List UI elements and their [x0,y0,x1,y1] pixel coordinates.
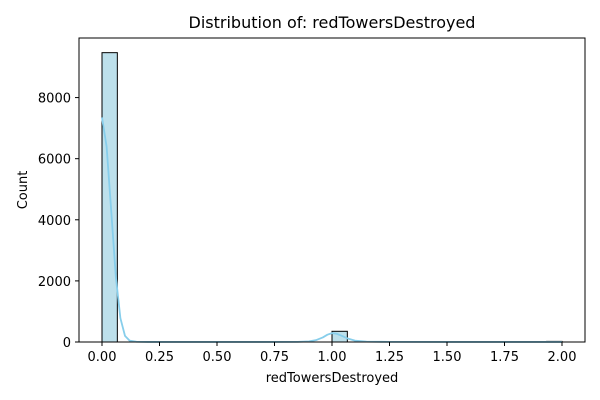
chart-title: Distribution of: redTowersDestroyed [189,13,476,32]
y-axis-label: Count [16,171,31,210]
y-tick-label: 2000 [38,275,71,290]
kde-line [101,117,562,343]
plot-area: 0.00 0.25 0.50 0.75 1.00 1.25 1.50 1.75 2.00 0 200… [38,37,586,365]
x-tick-label: 0.00 [88,350,117,365]
x-tick-label: 1.75 [490,350,519,365]
x-tick-label: 1.00 [318,350,347,365]
x-tick-label: 2.00 [548,350,577,365]
x-tick-label: 0.25 [145,350,174,365]
x-tick-label: 1.50 [433,350,462,365]
y-tick-label: 0 [63,336,71,351]
x-tick-label: 0.50 [203,350,232,365]
x-tick-label: 0.75 [260,350,289,365]
y-tick-label: 4000 [38,214,71,229]
y-tick-label: 6000 [38,153,71,168]
x-axis-label: redTowersDestroyed [266,371,399,386]
x-tick-label: 1.25 [375,350,404,365]
y-tick-label: 8000 [38,92,71,107]
